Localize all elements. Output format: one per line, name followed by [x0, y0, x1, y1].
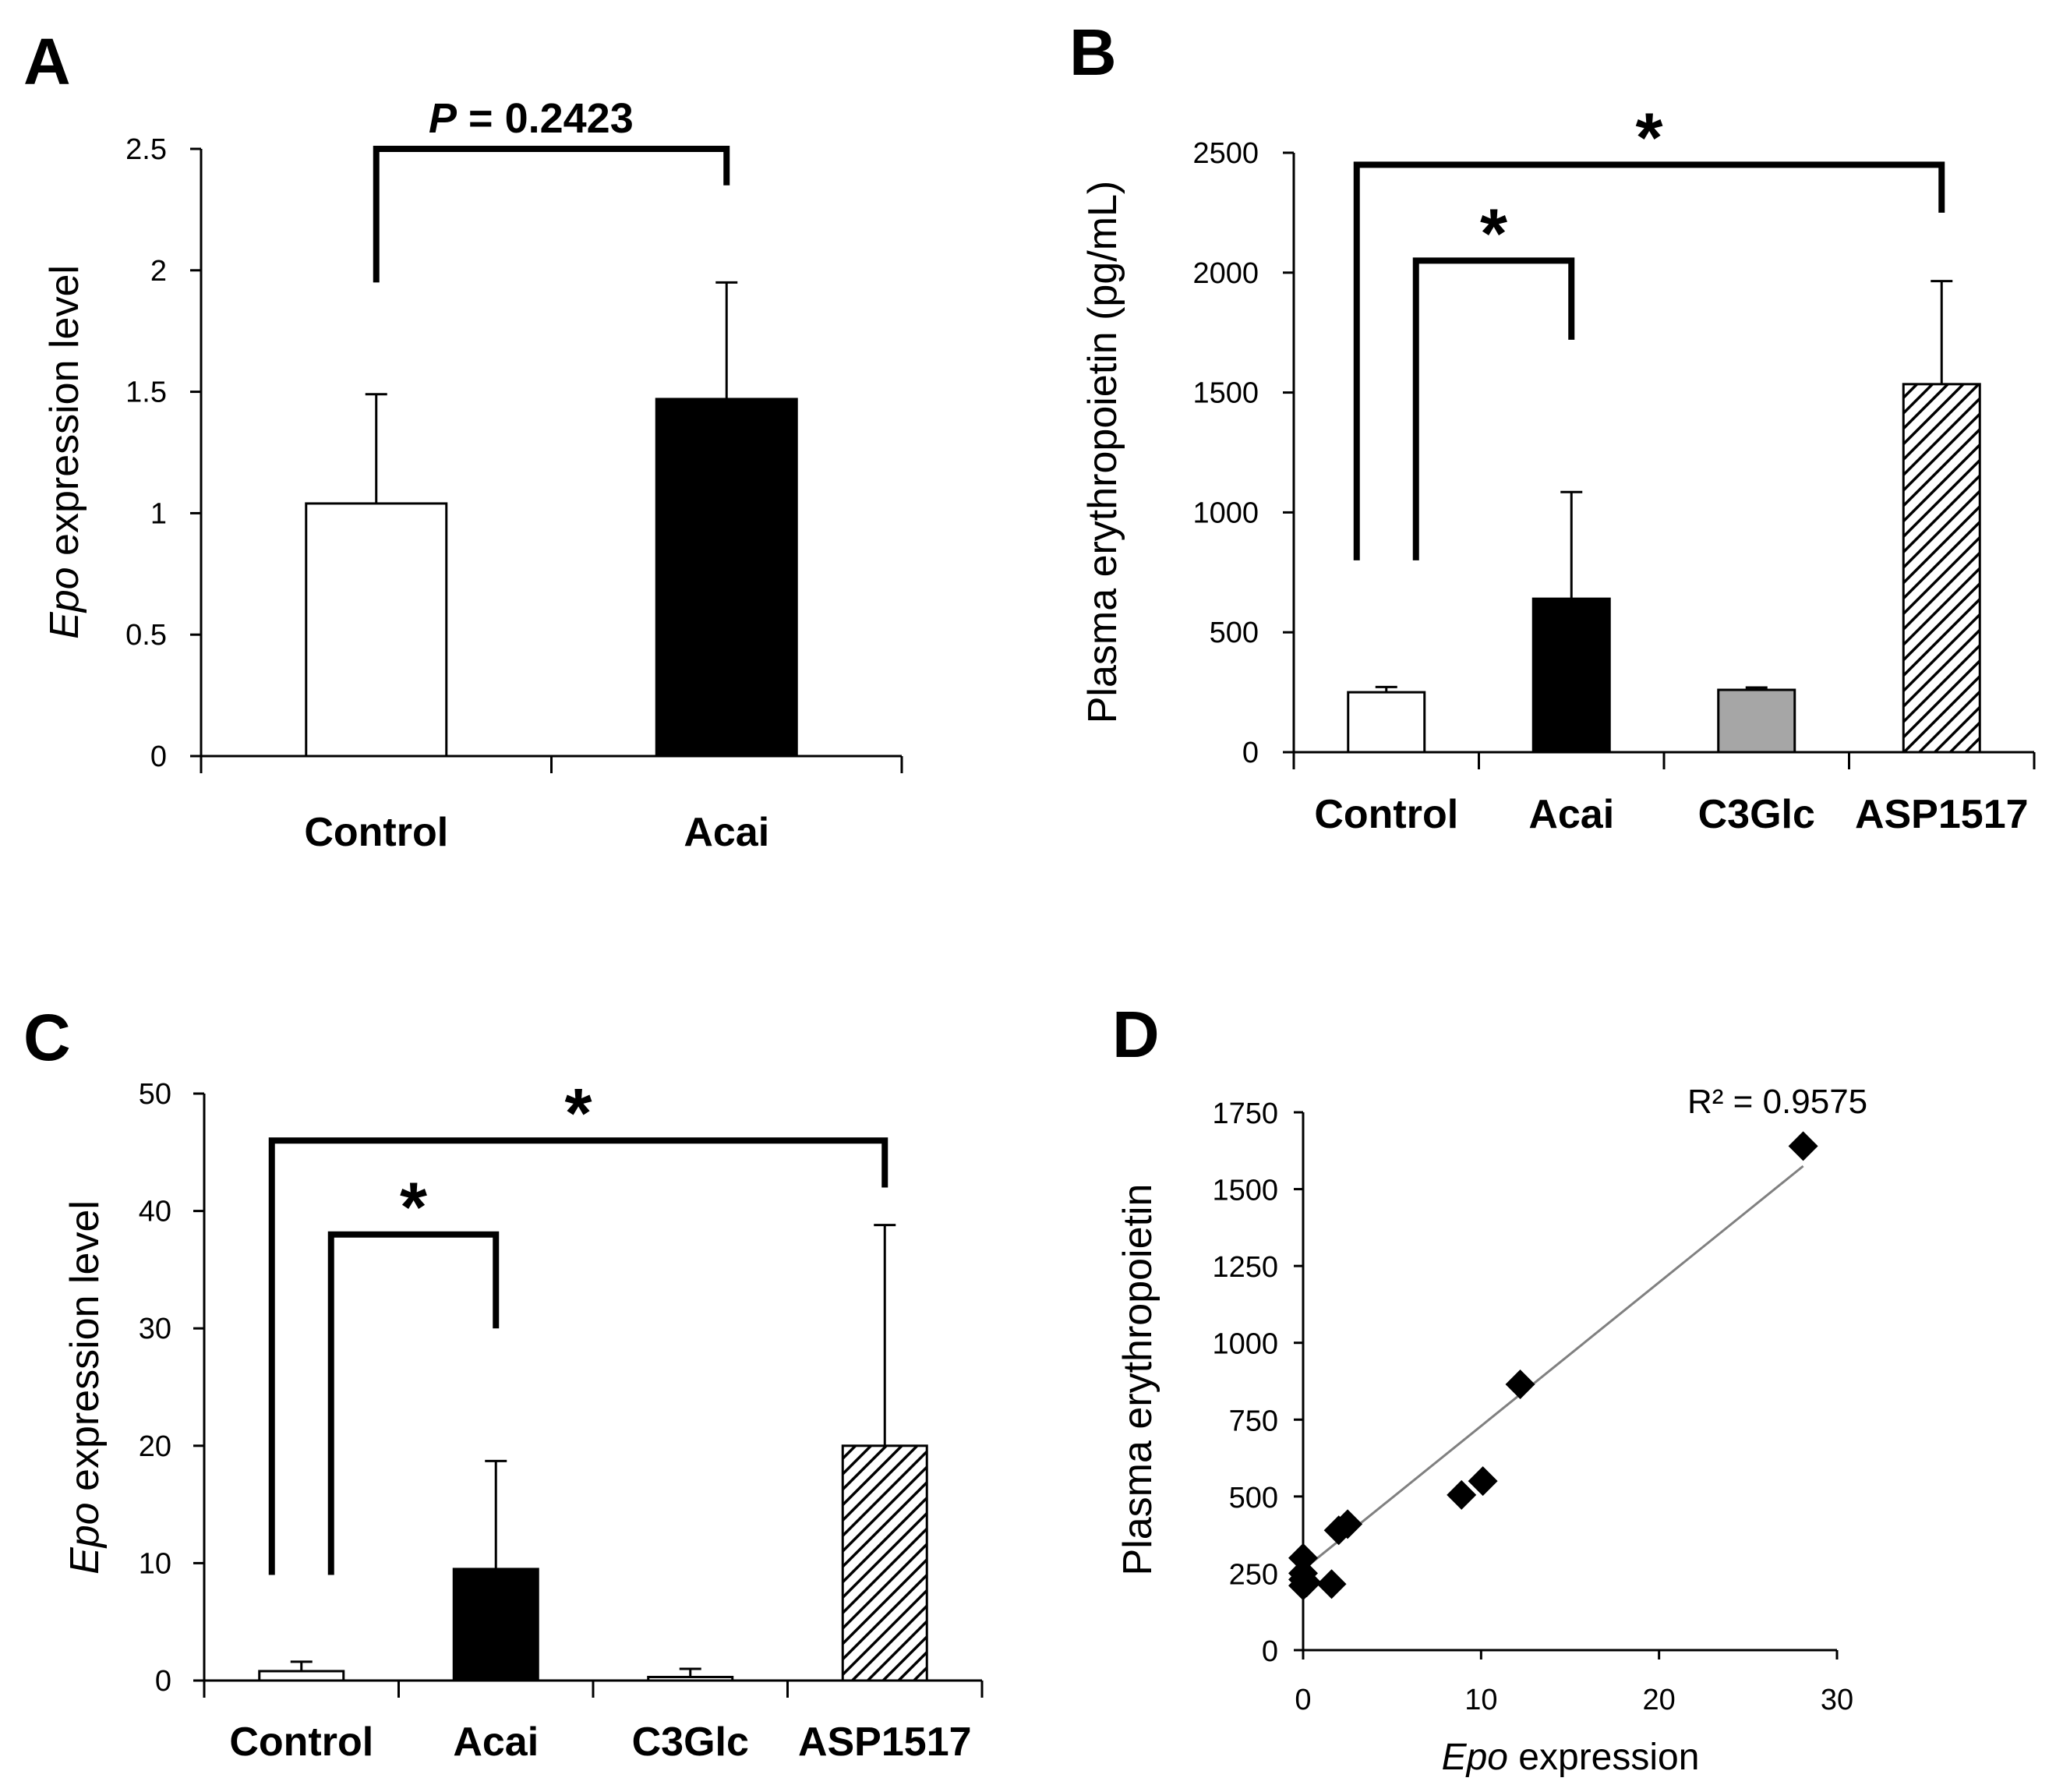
chart-b-ytick-label: 1500 — [1192, 377, 1259, 410]
chart-b-ytick-label: 2000 — [1192, 257, 1259, 290]
chart-c-ytick-label: 40 — [139, 1196, 171, 1228]
chart-b-ytick-label: 2500 — [1192, 137, 1259, 170]
chart-d-xtick-label: 30 — [1821, 1684, 1853, 1716]
chart-d-point — [1333, 1509, 1363, 1539]
chart-c-ytick-label: 0 — [155, 1665, 171, 1698]
chart-d-xlabel: Epo expression — [1442, 1737, 1700, 1778]
panel-letter-c: C — [23, 1001, 71, 1074]
chart-d-ytick-label: 500 — [1229, 1482, 1278, 1515]
chart-a-category-label: Acai — [684, 810, 769, 855]
chart-c-bar — [452, 1568, 539, 1682]
chart-b-significance-star: * — [1480, 195, 1507, 273]
chart-d-point — [1291, 1568, 1322, 1598]
chart-a-ytick-label: 2.5 — [125, 133, 167, 166]
chart-b-significance-bracket — [1412, 257, 1575, 560]
chart-c-significance-star: * — [400, 1169, 427, 1247]
chart-c-bar — [647, 1675, 734, 1682]
chart-d-point — [1788, 1131, 1818, 1161]
chart-b-ylabel: Plasma erythropoietin (pg/mL) — [1080, 181, 1125, 724]
chart-d-xtick-label: 10 — [1464, 1684, 1497, 1716]
chart-b-category-label: Acai — [1528, 792, 1614, 837]
chart-c-ytick-label: 50 — [139, 1078, 171, 1111]
chart-d-ytick-label: 1750 — [1212, 1097, 1278, 1130]
chart-c-category-label: Acai — [453, 1720, 539, 1765]
chart-b-bar — [1902, 383, 1981, 754]
chart-a-pvalue-rest: = 0.2423 — [457, 95, 634, 142]
chart-b-bar — [1531, 597, 1611, 754]
chart-a-significance-bracket — [373, 146, 730, 283]
chart-d-point — [1505, 1369, 1535, 1399]
chart-d-ytick-label: 0 — [1262, 1635, 1278, 1668]
chart-d-ytick-label: 250 — [1229, 1558, 1278, 1591]
chart-a-pvalue-label: P = 0.2423 — [429, 95, 634, 142]
chart-a-ytick-label: 0 — [150, 740, 167, 773]
chart-a-bar — [655, 398, 798, 758]
chart-a-ytick-label: 1.5 — [125, 376, 167, 409]
chart-b-bar — [1717, 688, 1796, 754]
chart-c-ytick-label: 10 — [139, 1547, 171, 1580]
chart-d-ylabel: Plasma erythropoietin — [1115, 1184, 1160, 1576]
chart-c-significance-star: * — [564, 1075, 592, 1153]
chart-d-ytick-label: 750 — [1229, 1405, 1278, 1437]
chart-c-category-label: ASP1517 — [798, 1720, 972, 1765]
chart-d-r2-label: R² = 0.9575 — [1687, 1083, 1867, 1121]
chart-d-ytick-label: 1000 — [1212, 1328, 1278, 1361]
chart-c-category-label: Control — [229, 1720, 373, 1765]
chart-d-point — [1288, 1543, 1318, 1573]
chart-b-category-label: Control — [1314, 792, 1458, 837]
chart-a: P = 0.2423 Epo expression level 0 0.5 1 1.5… — [42, 95, 903, 855]
chart-b-ytick-label: 500 — [1210, 617, 1259, 649]
chart-a-category-label: Control — [304, 810, 448, 855]
chart-a-ytick-label: 0.5 — [125, 619, 167, 652]
chart-d-point — [1447, 1479, 1477, 1510]
chart-a-ytick-label: 2 — [150, 255, 167, 288]
chart-c-bar — [841, 1444, 928, 1682]
chart-a-ylabel-italic: Epo — [42, 567, 87, 639]
chart-c: Epo expression level 0 10 20 30 40 50 Control A… — [62, 1075, 984, 1765]
chart-c-ytick-label: 20 — [139, 1430, 171, 1463]
chart-b-bar — [1347, 691, 1426, 754]
panel-letter-b: B — [1069, 16, 1117, 89]
chart-a-bar — [305, 502, 448, 758]
chart-c-ylabel-rest: expression level — [62, 1200, 108, 1502]
chart-a-ylabel: Epo expression level — [42, 265, 87, 639]
panel-letter-a: A — [23, 25, 71, 98]
chart-a-pvalue-italic: P — [429, 95, 457, 142]
chart-d-xlabel-rest: expression — [1508, 1737, 1699, 1778]
chart-d-xtick-label: 20 — [1643, 1684, 1676, 1716]
chart-b-significance-bracket — [1353, 161, 1945, 560]
chart-a-ylabel-rest: expression level — [42, 265, 87, 567]
chart-c-bar — [258, 1670, 345, 1682]
chart-d: Plasma erythropoietin Epo expression R² … — [1115, 1083, 1867, 1778]
panel-letter-d: D — [1112, 998, 1160, 1071]
chart-b-significance-star: * — [1635, 99, 1662, 177]
chart-d-point — [1316, 1569, 1347, 1599]
chart-c-ylabel: Epo expression level — [62, 1200, 108, 1575]
chart-c-ytick-label: 30 — [139, 1313, 171, 1345]
chart-d-ytick-label: 1500 — [1212, 1175, 1278, 1207]
chart-b-ytick-label: 0 — [1242, 737, 1259, 769]
chart-d-trendline — [1302, 1165, 1804, 1571]
chart-d-ytick-label: 1250 — [1212, 1251, 1278, 1284]
chart-d-point — [1468, 1466, 1498, 1497]
chart-c-ylabel-italic: Epo — [62, 1502, 108, 1575]
chart-d-xlabel-italic: Epo — [1442, 1737, 1508, 1778]
chart-d-xtick-label: 0 — [1295, 1684, 1311, 1716]
chart-c-category-label: C3Glc — [632, 1720, 749, 1765]
chart-b-category-label: ASP1517 — [1855, 792, 2029, 837]
chart-b-ytick-label: 1000 — [1192, 497, 1259, 529]
chart-b-category-label: C3Glc — [1698, 792, 1815, 837]
chart-c-significance-bracket — [268, 1137, 888, 1575]
chart-a-ytick-label: 1 — [150, 497, 167, 530]
chart-b: Plasma erythropoietin (pg/mL) 0 500 1000 15… — [1080, 99, 2036, 837]
chart-c-significance-bracket — [327, 1231, 500, 1575]
